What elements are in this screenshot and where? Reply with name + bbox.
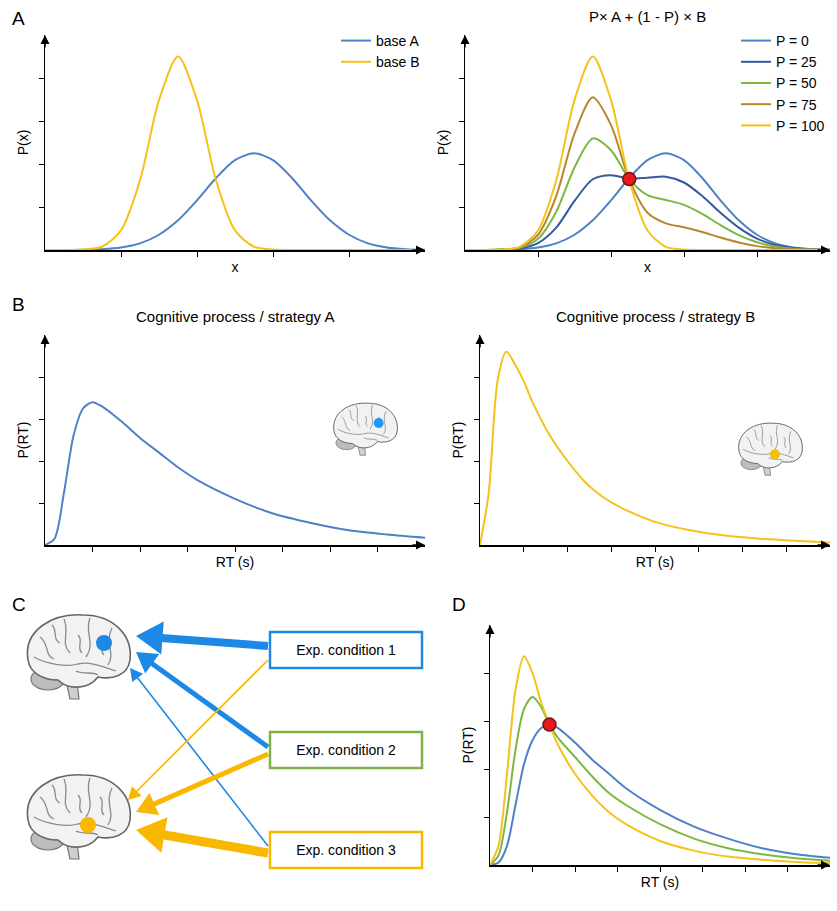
svg-text:Cognitive process / strategy A: Cognitive process / strategy A (136, 308, 334, 325)
svg-text:Exp. condition 3: Exp. condition 3 (296, 842, 396, 858)
svg-text:P× A + (1 - P) × B: P× A + (1 - P) × B (589, 8, 706, 25)
svg-text:C: C (12, 594, 26, 615)
svg-text:P = 25: P = 25 (776, 54, 817, 70)
svg-text:P(RT): P(RT) (450, 421, 466, 458)
svg-text:x: x (644, 259, 651, 275)
svg-text:A: A (12, 8, 25, 29)
svg-text:Exp. condition 1: Exp. condition 1 (296, 642, 396, 658)
svg-text:P = 100: P = 100 (776, 118, 825, 134)
svg-text:Exp. condition 2: Exp. condition 2 (296, 742, 396, 758)
svg-text:RT (s): RT (s) (641, 874, 679, 890)
svg-text:P = 75: P = 75 (776, 97, 817, 113)
svg-text:Cognitive process / strategy B: Cognitive process / strategy B (556, 308, 755, 325)
svg-text:P = 0: P = 0 (776, 33, 809, 49)
svg-text:base A: base A (376, 33, 419, 49)
svg-text:P(RT): P(RT) (460, 726, 476, 763)
svg-text:RT (s): RT (s) (636, 554, 674, 570)
svg-text:P = 50: P = 50 (776, 75, 817, 91)
svg-text:P(x): P(x) (435, 130, 451, 156)
svg-text:D: D (452, 594, 466, 615)
svg-text:P(RT): P(RT) (15, 421, 31, 458)
svg-text:base B: base B (376, 54, 420, 70)
svg-text:B: B (12, 294, 25, 315)
svg-text:x: x (232, 259, 239, 275)
svg-text:P(x): P(x) (15, 130, 31, 156)
svg-text:RT (s): RT (s) (216, 554, 254, 570)
